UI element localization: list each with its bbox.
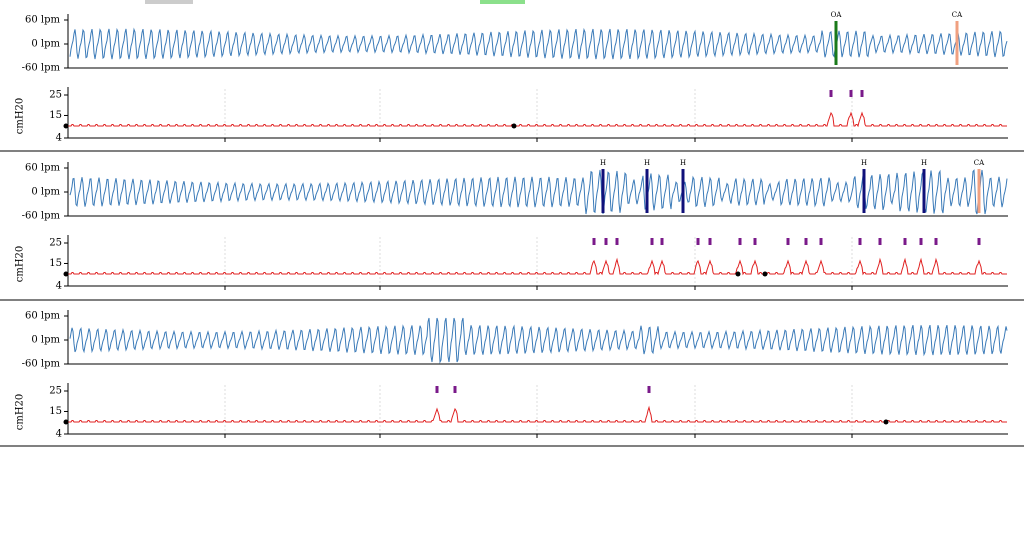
flow-trace	[69, 27, 1008, 61]
event-bar	[862, 169, 866, 213]
marker-dot	[63, 419, 69, 425]
flow-tick-label: -60 lpm	[22, 63, 61, 74]
pressure-ylabel: cmH20	[15, 394, 26, 431]
header-fragment	[145, 0, 193, 4]
pressure-ylabel: cmH20	[15, 98, 26, 135]
marker-dot	[735, 271, 741, 277]
flow-tick-label: 60 lpm	[25, 163, 61, 174]
event-bar	[645, 169, 649, 213]
flag-marker	[753, 238, 757, 245]
marker-dot	[762, 271, 768, 277]
event-bar	[955, 21, 959, 65]
pressure-tick-label: 4	[56, 429, 62, 440]
flag-marker	[829, 90, 833, 97]
flow-trace	[69, 317, 1008, 364]
pressure-tick-label: 15	[49, 110, 62, 121]
flag-marker	[819, 238, 823, 245]
event-bar	[922, 169, 926, 213]
flow-tick-label: 60 lpm	[25, 311, 61, 322]
flow-tick-label: 0 lpm	[31, 39, 60, 50]
flow-tick-label: 0 lpm	[31, 187, 60, 198]
event-bar	[681, 169, 685, 213]
flag-marker	[453, 386, 457, 393]
pressure-ylabel: cmH20	[15, 246, 26, 283]
flag-marker	[804, 238, 808, 245]
flag-marker	[849, 90, 853, 97]
flag-marker	[592, 238, 596, 245]
flag-marker	[660, 238, 664, 245]
event-label: H	[680, 159, 686, 167]
header-fragment	[480, 0, 525, 4]
event-label: CA	[974, 159, 985, 167]
event-label: OA	[831, 11, 843, 19]
flag-marker	[860, 90, 864, 97]
event-label: H	[600, 159, 606, 167]
event-label: H	[644, 159, 650, 167]
flow-tick-label: 0 lpm	[31, 335, 60, 346]
event-bar	[977, 169, 981, 213]
marker-dot	[63, 271, 69, 277]
flag-marker	[919, 238, 923, 245]
flag-marker	[435, 386, 439, 393]
pressure-tick-label: 4	[56, 281, 62, 292]
pressure-tick-label: 15	[49, 406, 62, 417]
flag-marker	[708, 238, 712, 245]
flag-marker	[647, 386, 651, 393]
pressure-tick-label: 25	[49, 90, 62, 101]
flag-marker	[696, 238, 700, 245]
flow-tick-label: -60 lpm	[22, 211, 61, 222]
event-label: H	[861, 159, 867, 167]
flag-marker	[977, 238, 981, 245]
event-label: CA	[952, 11, 963, 19]
flag-marker	[858, 238, 862, 245]
pressure-tick-label: 4	[56, 133, 62, 144]
pressure-tick-label: 25	[49, 238, 62, 249]
flag-marker	[786, 238, 790, 245]
flag-marker	[650, 238, 654, 245]
pressure-trace	[68, 405, 1007, 423]
flow-trace	[69, 169, 1008, 215]
flow-tick-label: 60 lpm	[25, 15, 61, 26]
event-label: H	[921, 159, 927, 167]
flag-marker	[934, 238, 938, 245]
flag-marker	[903, 238, 907, 245]
marker-dot	[63, 123, 69, 129]
marker-dot	[883, 419, 889, 425]
event-bar	[834, 21, 838, 65]
pressure-tick-label: 15	[49, 258, 62, 269]
marker-dot	[511, 123, 517, 129]
flag-marker	[738, 238, 742, 245]
event-bar	[601, 169, 605, 213]
pressure-trace	[68, 111, 1007, 128]
flag-marker	[615, 238, 619, 245]
flag-marker	[878, 238, 882, 245]
pressure-trace	[68, 257, 1007, 276]
flag-marker	[604, 238, 608, 245]
pressure-tick-label: 25	[49, 386, 62, 397]
flow-tick-label: -60 lpm	[22, 359, 61, 370]
